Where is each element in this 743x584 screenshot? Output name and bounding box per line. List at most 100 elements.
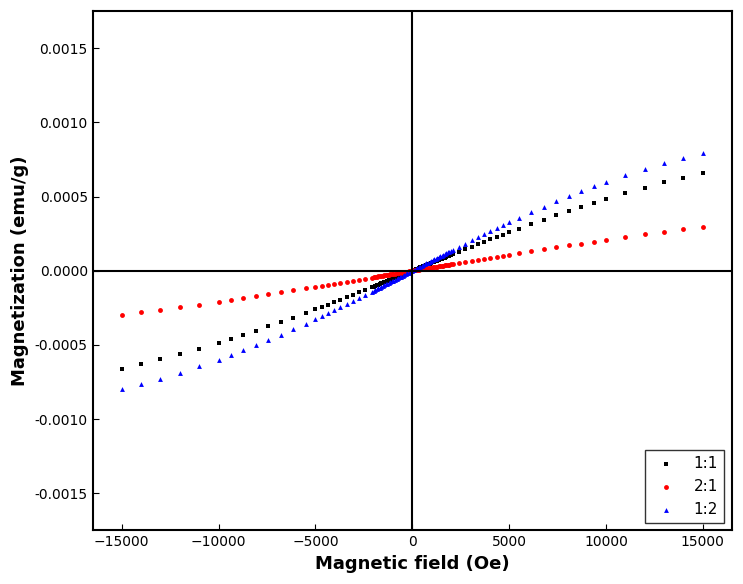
2:1 xyxy=(316,281,328,290)
1:2 xyxy=(341,300,353,309)
2:1 xyxy=(413,265,425,274)
1:1 xyxy=(353,288,365,297)
1:2 xyxy=(410,265,422,274)
1:2 xyxy=(600,177,612,186)
1:1 xyxy=(453,247,465,256)
2:1 xyxy=(225,296,237,305)
1:1 xyxy=(328,297,340,307)
2:1 xyxy=(388,269,400,279)
1:2 xyxy=(392,273,404,283)
1:1 xyxy=(525,220,537,229)
2:1 xyxy=(433,262,445,271)
1:2 xyxy=(369,286,381,295)
2:1 xyxy=(525,246,537,256)
1:1 xyxy=(447,249,459,259)
1:1 xyxy=(575,202,587,211)
1:1 xyxy=(360,285,372,294)
1:2 xyxy=(380,280,392,289)
1:1 xyxy=(412,264,424,273)
1:1 xyxy=(310,305,322,314)
2:1 xyxy=(334,278,346,287)
2:1 xyxy=(436,261,448,270)
1:1 xyxy=(347,290,359,300)
1:2 xyxy=(620,171,632,180)
2:1 xyxy=(426,263,438,272)
1:1 xyxy=(155,354,166,364)
1:1 xyxy=(397,270,409,279)
1:1 xyxy=(490,232,502,242)
1:1 xyxy=(435,255,447,264)
2:1 xyxy=(116,310,128,319)
1:2 xyxy=(381,279,393,288)
1:1 xyxy=(503,228,515,237)
2:1 xyxy=(174,303,186,312)
1:1 xyxy=(299,308,311,318)
2:1 xyxy=(193,300,205,309)
1:1 xyxy=(401,268,413,277)
1:2 xyxy=(678,153,690,162)
1:1 xyxy=(383,276,395,285)
1:2 xyxy=(193,361,205,371)
1:2 xyxy=(135,380,147,389)
1:2 xyxy=(403,268,415,277)
2:1 xyxy=(441,260,452,270)
1:2 xyxy=(383,278,395,287)
1:1 xyxy=(174,349,186,359)
1:1 xyxy=(639,183,651,192)
2:1 xyxy=(389,269,401,279)
1:1 xyxy=(416,262,428,272)
1:2 xyxy=(421,259,432,268)
2:1 xyxy=(374,272,386,281)
1:2 xyxy=(562,192,574,201)
2:1 xyxy=(275,288,287,297)
1:2 xyxy=(441,249,452,258)
2:1 xyxy=(438,261,450,270)
2:1 xyxy=(394,268,406,277)
1:1 xyxy=(658,178,670,187)
1:2 xyxy=(368,286,380,296)
1:2 xyxy=(459,239,471,248)
1:2 xyxy=(334,303,346,312)
2:1 xyxy=(575,239,587,248)
2:1 xyxy=(369,272,381,281)
1:1 xyxy=(377,278,389,287)
1:1 xyxy=(116,364,128,373)
1:1 xyxy=(538,215,550,224)
2:1 xyxy=(383,270,395,279)
2:1 xyxy=(310,282,322,291)
1:1 xyxy=(441,252,452,262)
2:1 xyxy=(368,273,380,282)
1:2 xyxy=(658,158,670,168)
1:2 xyxy=(424,257,435,266)
2:1 xyxy=(428,262,440,272)
2:1 xyxy=(421,264,432,273)
2:1 xyxy=(697,222,709,231)
1:2 xyxy=(406,266,418,276)
1:2 xyxy=(639,164,651,173)
2:1 xyxy=(435,262,447,271)
1:1 xyxy=(413,263,425,273)
1:2 xyxy=(418,260,429,270)
1:2 xyxy=(372,284,384,293)
1:2 xyxy=(525,207,537,217)
2:1 xyxy=(238,293,250,303)
1:1 xyxy=(588,198,600,207)
2:1 xyxy=(513,249,525,258)
1:1 xyxy=(371,281,383,290)
2:1 xyxy=(447,259,459,269)
1:2 xyxy=(415,262,426,272)
2:1 xyxy=(262,290,274,299)
1:2 xyxy=(697,148,709,157)
1:2 xyxy=(425,256,437,266)
1:1 xyxy=(384,275,396,284)
1:2 xyxy=(484,227,496,236)
1:2 xyxy=(588,182,600,191)
1:2 xyxy=(419,259,431,269)
1:2 xyxy=(378,280,390,290)
1:1 xyxy=(436,254,448,263)
1:2 xyxy=(444,247,455,256)
1:1 xyxy=(678,173,690,182)
1:2 xyxy=(116,384,128,394)
1:1 xyxy=(472,239,484,249)
1:2 xyxy=(395,272,407,281)
